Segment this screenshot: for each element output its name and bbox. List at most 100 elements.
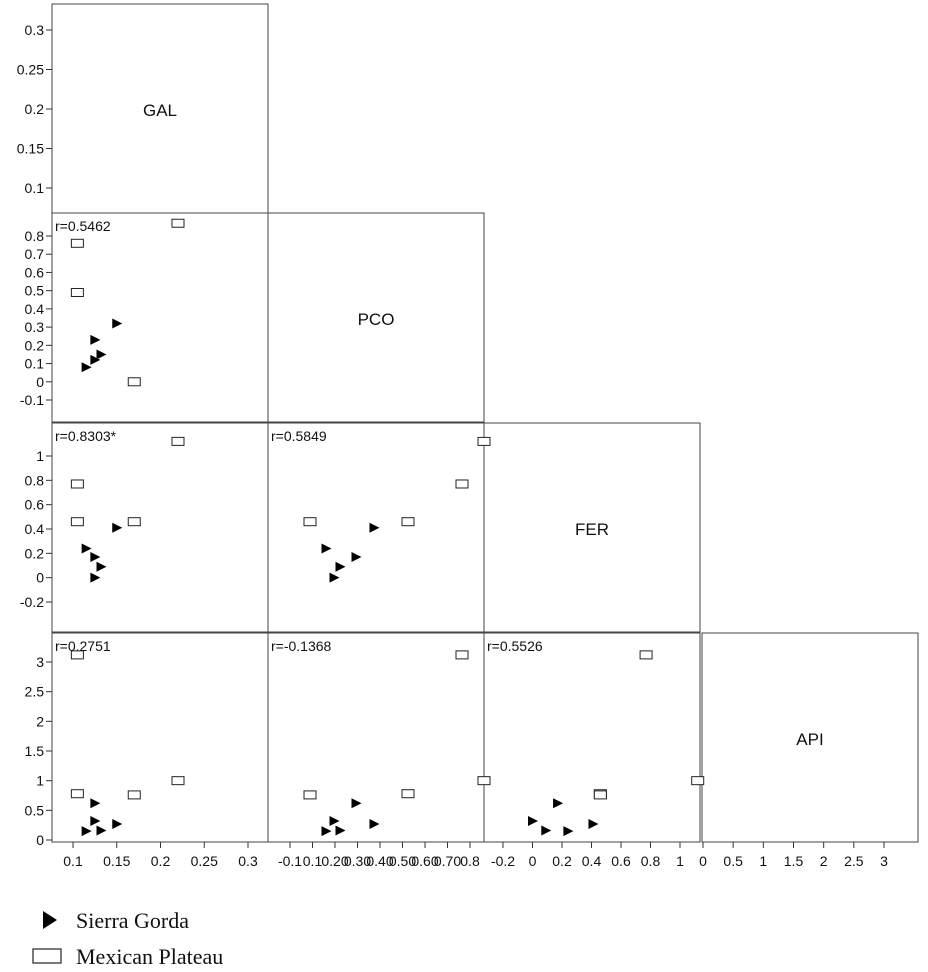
mexican-plateau-point-api-gal	[70, 789, 84, 799]
sierra-gorda-point-api-gal	[90, 816, 101, 827]
sierra-gorda-point-api-fer	[563, 826, 574, 837]
mexican-plateau-point-api-pco	[455, 650, 469, 660]
x-tick-label-gal: 0.15	[103, 853, 130, 869]
y-tick-label-pco: 0.3	[25, 319, 45, 335]
sierra-gorda-point-fer-pco	[329, 572, 340, 583]
correlation-label-api-gal: r=0.2751	[55, 638, 111, 654]
sierra-gorda-point-api-fer	[553, 798, 564, 809]
x-tick-label-gal: 0.25	[191, 853, 218, 869]
x-tick-label-api: 1.5	[784, 853, 804, 869]
x-tick-label-fer: 0.4	[582, 853, 602, 869]
mexican-plateau-point-fer-pco	[303, 517, 317, 527]
sierra-gorda-point-api-pco	[321, 826, 332, 837]
y-tick-label-fer: 0.8	[25, 472, 45, 488]
x-tick-label-pco: 0.8	[460, 853, 480, 869]
panel-pco-pco	[267, 212, 485, 423]
mexican-plateau-point-pco-gal	[127, 377, 141, 387]
x-tick-label-pco: 0.40	[366, 853, 393, 869]
sierra-gorda-point-api-fer	[541, 825, 552, 836]
x-tick-label-api: 3	[880, 853, 888, 869]
y-tick-label-api: 2	[36, 713, 44, 729]
sierra-gorda-point-pco-gal	[96, 349, 107, 360]
x-tick-label-api: 2.5	[844, 853, 864, 869]
correlation-label-api-pco: r=-0.1368	[271, 638, 332, 654]
mexican-plateau-point-api-pco	[477, 776, 491, 786]
y-tick-label-api: 3	[36, 654, 44, 670]
correlation-label-fer-gal: r=0.8303*	[55, 428, 117, 444]
y-tick-label-gal: 0.15	[17, 141, 44, 157]
correlation-label-api-fer: r=0.5526	[487, 638, 543, 654]
panel-pco-gal	[51, 212, 269, 423]
sierra-gorda-point-api-pco	[329, 816, 340, 827]
mexican-plateau-point-fer-gal	[70, 517, 84, 527]
y-axis-ticks: 0.1 0.15 0.2 0.25 0.3 -0.1 0 0.1 0.2 0.3 0.4 0.5 0.6…	[17, 22, 52, 848]
x-tick-label-gal: 0.1	[63, 853, 83, 869]
correlation-label-fer-pco: r=0.5849	[271, 428, 327, 444]
y-tick-label-pco: 0.5	[25, 283, 45, 299]
y-tick-label-gal: 0.25	[17, 62, 44, 78]
panel-api-api	[701, 632, 919, 843]
y-tick-label-fer: 0.6	[25, 497, 45, 513]
y-tick-label-fer: 0	[36, 570, 44, 586]
x-tick-label-pco: 0.1	[303, 853, 323, 869]
y-tick-label-pco: 0	[36, 374, 44, 390]
y-tick-label-fer: 0.2	[25, 545, 45, 561]
x-tick-label-fer: -0.2	[491, 853, 515, 869]
x-tick-label-pco: 0.30	[344, 853, 371, 869]
sierra-gorda-point-api-pco	[335, 825, 346, 836]
y-tick-label-fer: 1	[36, 448, 44, 464]
mexican-plateau-point-api-gal	[171, 776, 185, 786]
panel-api-gal	[51, 632, 269, 843]
sierra-gorda-point-fer-pco	[321, 543, 332, 554]
sierra-gorda-point-fer-gal	[96, 561, 107, 572]
y-tick-label-pco: 0.6	[25, 264, 45, 280]
mexican-plateau-point-api-pco	[401, 789, 415, 799]
sierra-gorda-point-pco-gal	[90, 354, 101, 365]
x-tick-label-pco: 0.70	[434, 853, 461, 869]
x-tick-label-pco: 0.60	[411, 853, 438, 869]
mexican-plateau-point-api-gal	[127, 790, 141, 800]
variable-label-gal: GAL	[143, 101, 177, 120]
mexican-plateau-point-fer-pco	[455, 479, 469, 489]
panel-api-fer	[483, 632, 701, 843]
sierra-gorda-point-api-gal	[81, 826, 92, 837]
y-tick-label-pco: 0.1	[25, 356, 45, 372]
sierra-gorda-point-fer-gal	[112, 522, 123, 533]
sierra-gorda-point-api-fer	[588, 818, 599, 829]
mexican-plateau-point-api-gal	[70, 650, 84, 660]
x-tick-label-pco: -0.1	[278, 853, 302, 869]
points	[70, 218, 705, 837]
y-tick-label-gal: 0.1	[25, 180, 45, 196]
sierra-gorda-point-api-gal	[96, 825, 107, 836]
sierra-gorda-point-pco-gal	[90, 334, 101, 345]
sierra-gorda-point-fer-pco	[335, 561, 346, 572]
x-axis-ticks: 0.1 0.15 0.2 0.25 0.3 -0.1 0.1 0.200.300.400.50…	[63, 842, 888, 869]
x-tick-label-fer: 0	[529, 853, 537, 869]
x-tick-label-pco: 0.50	[389, 853, 416, 869]
x-tick-label-gal: 0.2	[151, 853, 171, 869]
x-tick-label-fer: 1	[676, 853, 684, 869]
y-tick-label-pco: 0.7	[25, 246, 45, 262]
sierra-gorda-point-api-gal	[90, 798, 101, 809]
y-tick-label-pco: 0.2	[25, 337, 45, 353]
x-tick-label-fer: 0.2	[552, 853, 572, 869]
sierra-gorda-point-api-pco	[369, 818, 380, 829]
y-tick-label-gal: 0.3	[25, 22, 45, 38]
x-tick-label-api: 2	[820, 853, 828, 869]
mexican-plateau-point-api-fer	[691, 776, 705, 786]
mexican-plateau-point-fer-pco	[401, 517, 415, 527]
x-tick-label-fer: 0.6	[611, 853, 631, 869]
sierra-gorda-point-fer-pco	[369, 522, 380, 533]
variable-label-pco: PCO	[358, 310, 395, 329]
mexican-plateau-point-pco-gal	[171, 218, 185, 228]
sierra-gorda-point-fer-pco	[351, 551, 362, 562]
x-tick-label-api: 0	[699, 853, 707, 869]
y-tick-label-gal: 0.2	[25, 101, 45, 117]
x-tick-label-api: 0.5	[723, 853, 743, 869]
variable-label-api: API	[796, 730, 823, 749]
sierra-gorda-point-api-gal	[112, 818, 123, 829]
x-tick-label-fer: 0.8	[641, 853, 661, 869]
y-tick-label-api: 0.5	[25, 802, 45, 818]
y-tick-label-api: 2.5	[25, 684, 45, 700]
sierra-gorda-point-fer-gal	[90, 572, 101, 583]
